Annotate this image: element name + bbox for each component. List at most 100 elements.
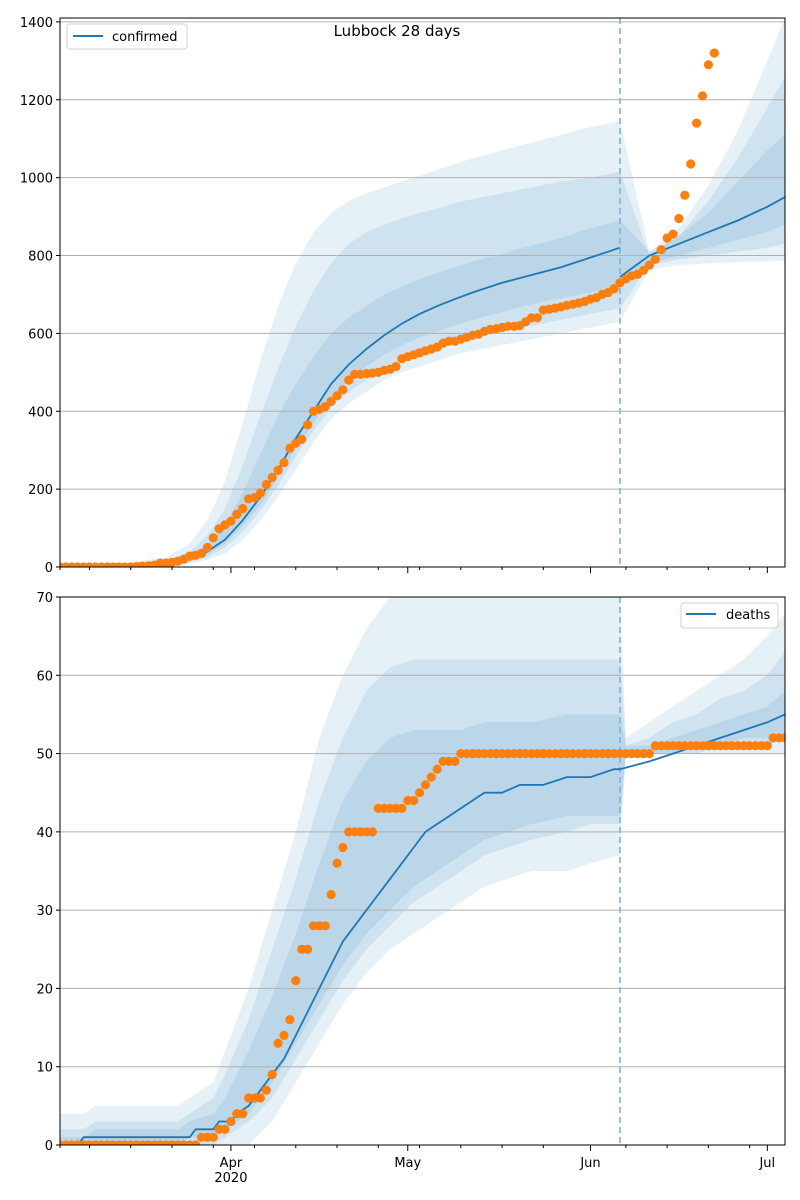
observed-point bbox=[644, 749, 655, 759]
observed-point bbox=[450, 756, 460, 767]
observed-point bbox=[644, 260, 655, 270]
observed-point bbox=[208, 1132, 218, 1142]
observed-point bbox=[780, 733, 785, 743]
y-tick-label: 0 bbox=[45, 1139, 53, 1154]
band-outer-fit bbox=[60, 597, 620, 1145]
observed-point bbox=[391, 361, 401, 372]
x-tick-label: Jun bbox=[579, 1156, 600, 1171]
deaths-observed-points bbox=[60, 733, 785, 1145]
observed-point bbox=[196, 548, 207, 559]
observed-point bbox=[285, 1015, 295, 1025]
observed-point bbox=[703, 60, 714, 70]
y-tick-label: 40 bbox=[36, 826, 53, 841]
chart-title: Lubbock 28 days bbox=[334, 22, 461, 40]
observed-point bbox=[338, 842, 348, 853]
observed-point bbox=[261, 479, 271, 490]
observed-point bbox=[255, 1093, 265, 1103]
observed-point bbox=[191, 1140, 201, 1145]
observed-point bbox=[226, 516, 236, 526]
observed-point bbox=[668, 229, 678, 239]
observed-point bbox=[303, 420, 313, 430]
confirmed-gridlines bbox=[60, 21, 785, 490]
legend-box bbox=[66, 23, 188, 50]
confirmed-x-axis bbox=[59, 567, 768, 573]
observed-point bbox=[202, 542, 212, 553]
observed-point bbox=[291, 976, 301, 986]
band-inner-fit bbox=[60, 220, 620, 567]
observed-point bbox=[686, 159, 696, 169]
confirmed-y-axis: 0 200 400 600 800 1000 1200 1400 bbox=[20, 16, 60, 576]
deaths-legend: deaths bbox=[680, 602, 779, 629]
observed-point bbox=[326, 396, 336, 407]
observed-point bbox=[338, 385, 348, 395]
band-outer-fit bbox=[60, 121, 620, 567]
confirmed-panel: 0 200 400 600 800 1000 1200 1400 Lubbock 28 day… bbox=[20, 16, 786, 576]
observed-point bbox=[367, 827, 377, 837]
observed-point bbox=[697, 91, 708, 101]
observed-point bbox=[762, 741, 772, 751]
observed-point bbox=[226, 1116, 236, 1127]
observed-point bbox=[415, 788, 425, 798]
observed-point bbox=[650, 254, 660, 264]
band-mid-fit bbox=[60, 171, 620, 567]
y-tick-label: 800 bbox=[28, 250, 53, 265]
y-tick-label: 20 bbox=[36, 982, 53, 997]
observed-point bbox=[426, 772, 436, 782]
observed-point bbox=[680, 190, 690, 200]
y-tick-label: 400 bbox=[28, 405, 53, 420]
deaths-axes-frame bbox=[59, 596, 786, 1146]
observed-point bbox=[220, 1124, 230, 1134]
deaths-y-axis: 0 10 20 30 40 50 60 70 bbox=[36, 591, 60, 1154]
observed-point bbox=[238, 504, 248, 514]
observed-point bbox=[409, 795, 419, 806]
confirmed-legend: confirmed bbox=[66, 23, 188, 50]
band-inner-fit bbox=[60, 714, 620, 1145]
observed-point bbox=[261, 1085, 271, 1095]
observed-point bbox=[332, 858, 342, 868]
observed-point bbox=[279, 458, 289, 468]
y-tick-label: 600 bbox=[28, 327, 53, 342]
deaths-uncertainty-bands bbox=[60, 597, 785, 1145]
y-tick-label: 1000 bbox=[20, 172, 53, 187]
band-mid-fit bbox=[60, 659, 620, 1145]
confirmed-axes-frame bbox=[59, 17, 786, 568]
observed-point bbox=[267, 1069, 277, 1080]
legend-label-confirmed: confirmed bbox=[112, 30, 178, 45]
observed-point bbox=[232, 509, 242, 519]
observed-point bbox=[432, 764, 442, 774]
x-tick-sublabel: 2020 bbox=[214, 1171, 247, 1186]
y-tick-label: 50 bbox=[36, 748, 53, 763]
observed-point bbox=[709, 48, 719, 58]
observed-point bbox=[208, 533, 218, 543]
confirmed-observed-points bbox=[60, 48, 719, 567]
y-tick-label: 1400 bbox=[20, 16, 53, 31]
observed-point bbox=[279, 1030, 289, 1040]
band-mid-forecast bbox=[620, 651, 785, 824]
observed-point bbox=[332, 391, 342, 401]
legend-box bbox=[680, 602, 779, 629]
legend-label-deaths: deaths bbox=[726, 608, 771, 623]
x-tick-label: Apr bbox=[220, 1156, 243, 1171]
band-inner-forecast bbox=[620, 690, 785, 817]
y-tick-label: 30 bbox=[36, 904, 53, 919]
observed-point bbox=[238, 1109, 248, 1119]
observed-point bbox=[303, 944, 313, 954]
observed-point bbox=[273, 465, 283, 475]
y-tick-label: 60 bbox=[36, 669, 53, 684]
x-tick-label: Jul bbox=[758, 1156, 775, 1171]
x-tick-label: May bbox=[394, 1156, 421, 1171]
y-tick-label: 0 bbox=[45, 561, 53, 576]
observed-point bbox=[267, 472, 277, 482]
observed-point bbox=[273, 1038, 283, 1048]
observed-point bbox=[420, 780, 430, 790]
y-tick-label: 1200 bbox=[20, 94, 53, 109]
observed-point bbox=[692, 118, 702, 128]
y-tick-label: 200 bbox=[28, 483, 53, 498]
confirmed-uncertainty-bands bbox=[60, 18, 785, 567]
observed-point bbox=[609, 284, 619, 294]
y-tick-label: 70 bbox=[36, 591, 53, 606]
observed-point bbox=[326, 889, 336, 900]
